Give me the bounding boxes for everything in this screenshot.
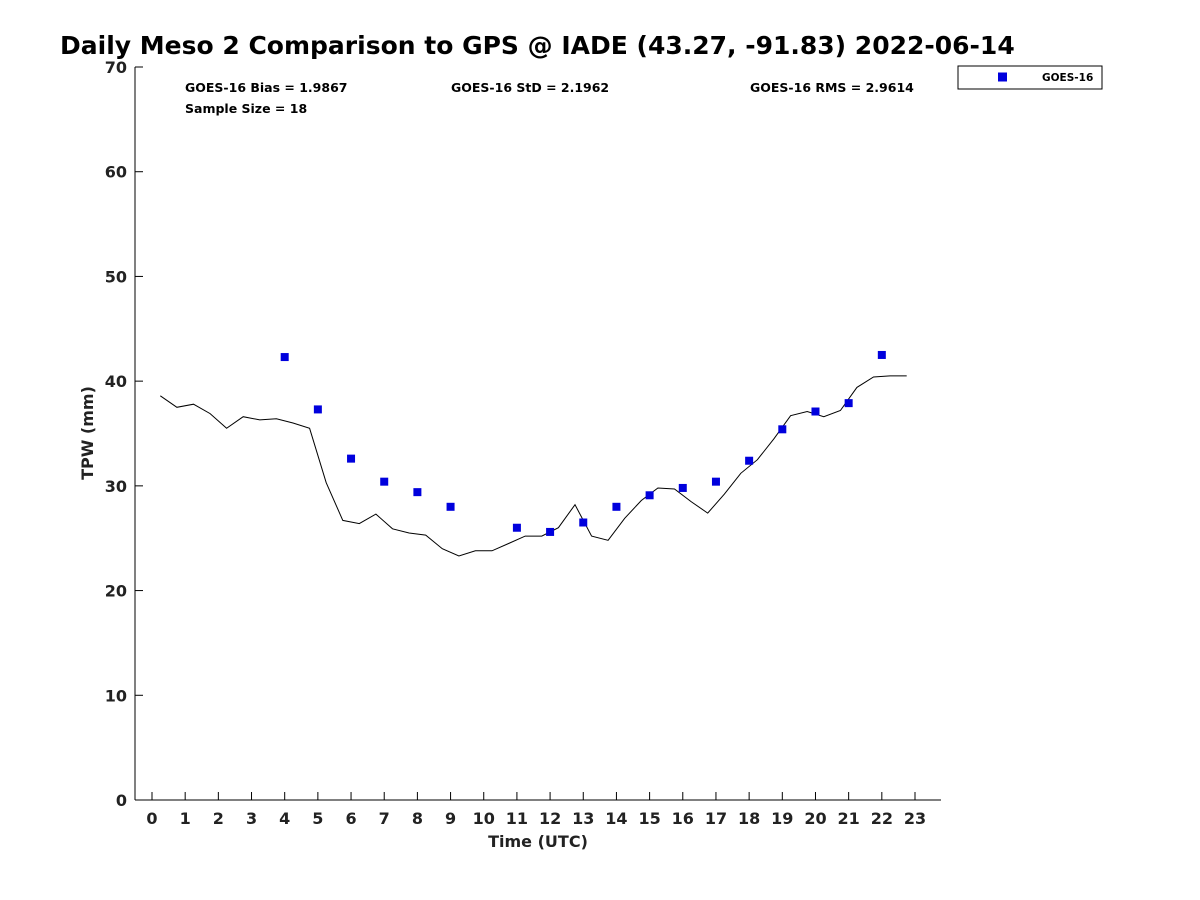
x-tick-label: 16 (672, 809, 694, 828)
legend-marker (998, 72, 1007, 82)
x-ticks: 0 1 2 3 4 5 6 7 8 9 10 11 12 13 14 15 16 17 18 19 20 21 22 23 (146, 792, 926, 828)
goes16-point (877, 350, 886, 359)
x-tick-label: 0 (146, 809, 157, 828)
y-tick-label: 50 (105, 267, 127, 286)
x-axis-label: Time (UTC) (488, 832, 588, 851)
goes16-point (446, 502, 455, 511)
x-tick-label: 17 (705, 809, 727, 828)
x-tick-label: 13 (572, 809, 594, 828)
x-tick-label: 23 (904, 809, 926, 828)
x-tick-label: 18 (738, 809, 760, 828)
goes16-point (844, 399, 853, 408)
y-tick-label: 40 (105, 372, 127, 391)
legend: GOES-16 (957, 65, 1103, 90)
goes16-point (347, 454, 356, 463)
goes16-point (380, 477, 389, 486)
goes16-point (678, 483, 687, 492)
legend-label-goes16: GOES-16 (1042, 72, 1093, 84)
gps-tpw-line (160, 375, 907, 557)
x-tick-label: 14 (605, 809, 627, 828)
goes16-point (645, 491, 654, 500)
sample-size-stat: Sample Size = 18 (185, 101, 307, 116)
goes16-point (512, 523, 521, 532)
x-tick-label: 12 (539, 809, 561, 828)
y-axis-label: TPW (mm) (78, 386, 97, 480)
x-tick-label: 9 (445, 809, 456, 828)
rms-stat: GOES-16 RMS = 2.9614 (750, 80, 914, 95)
x-tick-label: 1 (180, 809, 191, 828)
x-tick-label: 21 (838, 809, 860, 828)
x-tick-label: 19 (771, 809, 793, 828)
y-tick-label: 70 (105, 58, 127, 77)
x-tick-label: 15 (638, 809, 660, 828)
x-tick-label: 5 (312, 809, 323, 828)
y-tick-label: 20 (105, 582, 127, 601)
bias-stat: GOES-16 Bias = 1.9867 (185, 80, 347, 95)
goes16-point (612, 502, 621, 511)
y-tick-label: 10 (105, 686, 127, 705)
y-tick-label: 30 (105, 477, 127, 496)
goes16-point (579, 518, 588, 527)
goes16-point (711, 477, 720, 486)
goes16-point (778, 425, 787, 434)
x-tick-label: 3 (246, 809, 257, 828)
std-stat: GOES-16 StD = 2.1962 (451, 80, 609, 95)
goes16-point (413, 488, 422, 497)
goes16-point (546, 527, 555, 536)
x-tick-label: 8 (412, 809, 423, 828)
x-tick-label: 2 (213, 809, 224, 828)
y-tick-label: 60 (105, 163, 127, 182)
x-tick-label: 20 (804, 809, 826, 828)
goes16-point (313, 405, 322, 414)
chart-title: Daily Meso 2 Comparison to GPS @ IADE (4… (60, 31, 1015, 60)
y-tick-label: 0 (116, 791, 127, 810)
y-ticks: 0 10 20 30 40 50 60 70 (105, 58, 143, 810)
goes16-point (745, 456, 754, 465)
series-layer (160, 350, 907, 557)
x-tick-label: 7 (379, 809, 390, 828)
x-tick-label: 11 (506, 809, 528, 828)
x-tick-label: 4 (279, 809, 290, 828)
x-tick-label: 6 (345, 809, 356, 828)
x-tick-label: 22 (871, 809, 893, 828)
legend-box (957, 65, 1103, 90)
goes16-point (280, 353, 289, 362)
goes16-point (811, 407, 820, 416)
x-tick-label: 10 (473, 809, 495, 828)
